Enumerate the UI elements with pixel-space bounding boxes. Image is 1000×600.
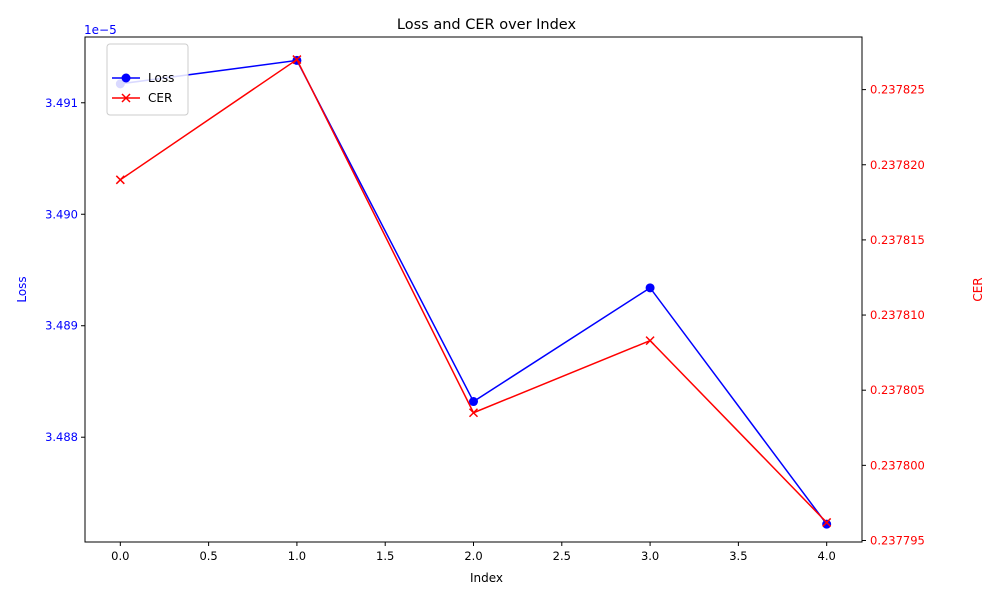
right-axis-label: CER — [971, 277, 985, 301]
left-tick-label: 3.490 — [45, 207, 78, 221]
right-tick-label: 0.237825 — [870, 83, 925, 97]
cer-point — [115, 175, 125, 185]
x-tick-label: 2.5 — [553, 549, 571, 563]
x-tick-label: 3.0 — [641, 549, 659, 563]
right-tick-label: 0.237805 — [870, 383, 925, 397]
legend-marker-cer — [121, 93, 131, 103]
x-axis-ticks: 0.0 0.5 1.0 1.5 2.0 2.5 3.0 3.5 4.0 — [111, 542, 836, 563]
left-axis-ticks: 3.488 3.489 3.490 3.491 — [45, 96, 85, 444]
legend-marker-loss — [121, 73, 131, 83]
x-tick-label: 1.5 — [376, 549, 394, 563]
right-tick-label: 0.237810 — [870, 308, 925, 322]
cer-point — [645, 336, 655, 346]
x-tick-label: 2.0 — [464, 549, 482, 563]
cer-point — [822, 517, 832, 527]
legend: Loss CER — [106, 43, 189, 116]
right-axis-ticks: 0.237795 0.237800 0.237805 0.237810 0.237815… — [862, 83, 925, 547]
right-tick-label: 0.237815 — [870, 233, 925, 247]
loss-point — [822, 519, 832, 529]
left-axis-offset-text: 1e−5 — [84, 23, 117, 37]
x-tick-label: 3.5 — [729, 549, 747, 563]
cer-series — [115, 55, 832, 527]
x-tick-label: 1.0 — [288, 549, 306, 563]
cer-point — [468, 408, 479, 418]
legend-label-loss: Loss — [148, 71, 174, 85]
x-tick-label: 0.5 — [199, 549, 217, 563]
x-tick-label: 0.0 — [111, 549, 129, 563]
x-axis-label: Index — [470, 571, 503, 585]
right-tick-label: 0.237795 — [870, 533, 925, 547]
left-axis-label: Loss — [15, 276, 29, 302]
legend-label-cer: CER — [148, 91, 172, 105]
left-tick-label: 3.488 — [45, 430, 78, 444]
cer-point — [292, 55, 302, 65]
chart-title: Loss and CER over Index — [397, 17, 577, 33]
left-tick-label: 3.489 — [45, 319, 78, 333]
x-tick-label: 4.0 — [818, 549, 836, 563]
left-tick-label: 3.491 — [45, 96, 78, 110]
right-tick-label: 0.237820 — [870, 158, 925, 172]
right-tick-label: 0.237800 — [870, 458, 925, 472]
plot-frame — [84, 36, 863, 543]
loss-point — [469, 397, 478, 407]
loss-point — [645, 283, 655, 293]
